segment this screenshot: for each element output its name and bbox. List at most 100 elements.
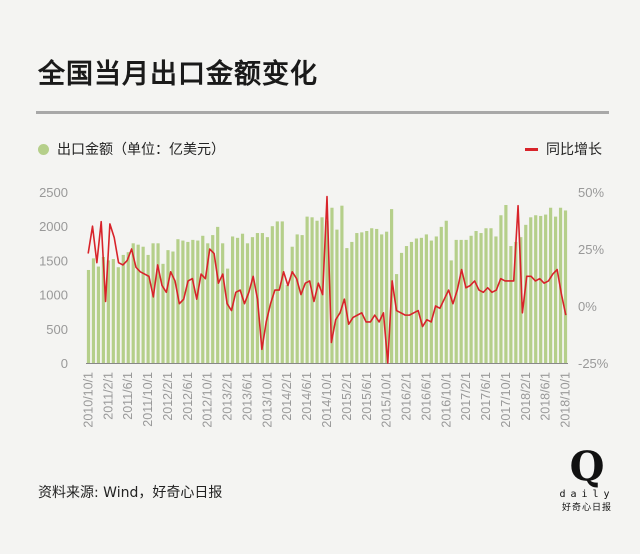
bar — [270, 226, 274, 363]
bar — [529, 217, 533, 363]
legend-line-label: 同比增长 — [546, 142, 602, 158]
bar — [439, 226, 443, 363]
bar — [275, 221, 279, 363]
legend-bar: 出口金额（单位：亿美元） — [38, 139, 225, 159]
bar — [489, 228, 493, 363]
bar — [534, 215, 538, 363]
bar — [539, 215, 543, 363]
bar — [375, 228, 379, 363]
x-tick-label: 2012/2/1 — [161, 372, 175, 421]
source-note: 资料来源: Wind，好奇心日报 — [38, 485, 223, 501]
bar — [449, 260, 453, 363]
bar — [444, 220, 448, 363]
bar — [320, 217, 324, 363]
bar — [126, 252, 130, 363]
bar — [250, 237, 255, 363]
x-tick-label: 2017/2/1 — [459, 372, 473, 421]
bar — [96, 266, 101, 363]
bar — [216, 226, 220, 363]
x-tick-label: 2011/10/1 — [141, 372, 155, 427]
legend-bar-swatch — [38, 143, 49, 155]
bar — [360, 232, 364, 363]
x-tick-label: 2018/10/1 — [559, 372, 573, 428]
bar — [300, 235, 304, 363]
bar — [136, 244, 140, 363]
bar — [290, 246, 294, 363]
y-right-tick-label: 0% — [578, 299, 597, 314]
bar — [280, 221, 284, 363]
bar — [191, 239, 195, 363]
logo-word: daily — [559, 489, 615, 500]
x-tick-label: 2011/2/1 — [101, 372, 115, 420]
x-tick-label: 2012/6/1 — [181, 372, 195, 421]
bar — [454, 239, 458, 363]
bar — [101, 256, 105, 363]
bar — [131, 243, 135, 363]
bar — [181, 240, 185, 363]
bar — [151, 243, 155, 363]
bar — [340, 205, 344, 363]
bar — [499, 215, 503, 363]
x-tick-label: 2015/10/1 — [380, 372, 394, 428]
y-left-tick-label: 2000 — [39, 219, 68, 234]
bar — [504, 205, 508, 363]
x-tick-label: 2014/10/1 — [320, 372, 334, 428]
bar — [335, 229, 339, 363]
x-tick-label: 2014/6/1 — [300, 372, 314, 421]
y-right-tick-label: 50% — [578, 185, 604, 200]
bar — [519, 237, 523, 363]
bar — [414, 238, 419, 363]
bar — [553, 216, 558, 363]
bar — [345, 248, 349, 363]
bar — [121, 254, 125, 363]
x-tick-label: 2017/6/1 — [479, 372, 493, 421]
bar — [201, 235, 205, 363]
y-right-tick-label: 25% — [578, 242, 604, 257]
bar — [514, 241, 518, 363]
x-tick-label: 2015/2/1 — [340, 372, 354, 421]
x-tick-label: 2016/2/1 — [400, 372, 414, 421]
bar — [171, 251, 175, 363]
bar — [176, 239, 180, 363]
bar — [484, 228, 488, 363]
bar — [365, 230, 369, 363]
chart-title: 全国当月出口金额变化 — [38, 59, 318, 90]
bar — [305, 216, 309, 363]
bar — [394, 274, 399, 363]
bar — [524, 224, 528, 363]
x-tick-label: 2018/2/1 — [519, 372, 533, 421]
bar — [409, 241, 414, 363]
bar — [260, 233, 264, 363]
logo-tagline: 好奇心日报 — [561, 503, 612, 513]
y-right-tick-label: -25% — [578, 356, 609, 371]
bar — [434, 236, 438, 363]
x-tick-label: 2016/10/1 — [439, 372, 453, 428]
bar — [106, 260, 110, 363]
bar — [211, 235, 215, 363]
bar — [285, 285, 289, 363]
title-divider — [36, 111, 609, 114]
x-tick-label: 2011/6/1 — [121, 372, 135, 420]
x-tick-label: 2013/10/1 — [260, 372, 274, 428]
bar — [91, 258, 96, 363]
bar — [385, 231, 389, 363]
x-tick-label: 2012/10/1 — [201, 372, 215, 428]
legend-line-swatch — [525, 147, 538, 151]
x-tick-label: 2010/10/1 — [81, 372, 95, 428]
bar — [86, 269, 91, 363]
x-tick-label: 2016/6/1 — [419, 372, 433, 421]
bar — [226, 268, 230, 363]
bar — [196, 240, 200, 363]
bar — [459, 239, 463, 363]
bar — [156, 243, 160, 363]
x-tick-label: 2017/10/1 — [499, 372, 513, 428]
bar — [166, 250, 170, 363]
bar — [221, 243, 225, 363]
y-left-tick-label: 1500 — [39, 253, 68, 268]
x-tick-label: 2013/6/1 — [240, 372, 254, 421]
bar — [186, 241, 190, 363]
y-left-tick-label: 1000 — [39, 288, 68, 303]
bar — [419, 237, 423, 363]
x-tick-label: 2018/6/1 — [539, 372, 553, 421]
